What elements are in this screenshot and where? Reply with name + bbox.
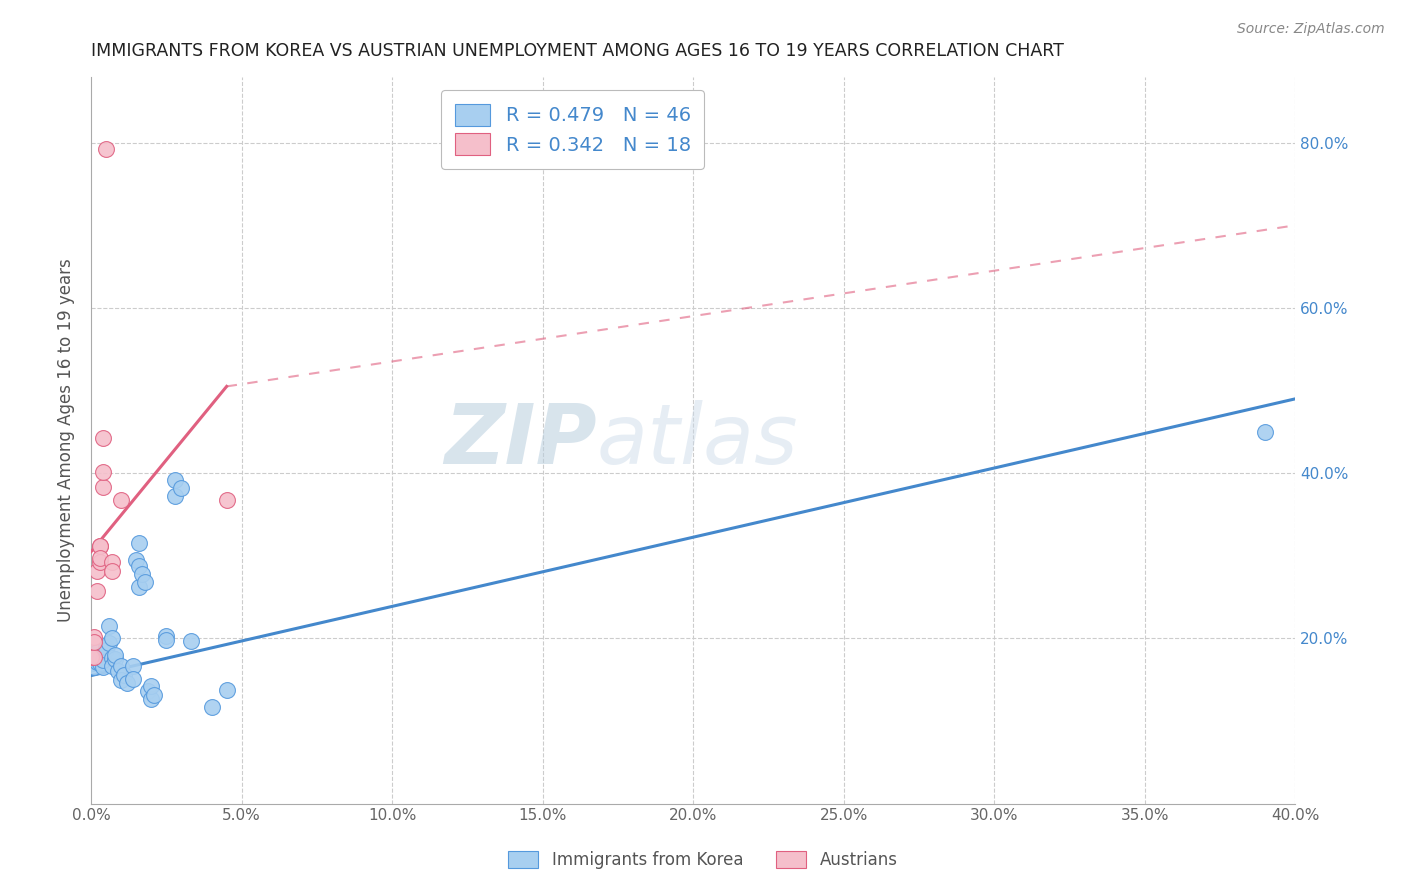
Point: [91, 653, 114, 667]
Point: [80, 649, 103, 664]
Point: [1254, 425, 1277, 439]
Point: [91, 465, 114, 479]
Point: [138, 684, 160, 698]
Point: [215, 492, 238, 507]
Text: ZIP: ZIP: [444, 400, 598, 481]
Point: [91, 660, 114, 674]
Point: [96, 142, 118, 156]
Point: [143, 689, 166, 703]
Legend: Immigrants from Korea, Austrians: Immigrants from Korea, Austrians: [498, 841, 908, 880]
Point: [89, 555, 111, 569]
Point: [131, 566, 153, 581]
Point: [141, 679, 163, 693]
Point: [86, 584, 108, 599]
Text: atlas: atlas: [598, 400, 799, 481]
Point: [101, 659, 124, 673]
Point: [155, 633, 177, 648]
Point: [110, 673, 132, 687]
Point: [165, 473, 187, 487]
Point: [107, 664, 129, 678]
Point: [170, 481, 193, 495]
Point: [141, 691, 163, 706]
Point: [80, 652, 103, 666]
Point: [89, 539, 111, 553]
Legend: R = 0.479   N = 46, R = 0.342   N = 18: R = 0.479 N = 46, R = 0.342 N = 18: [441, 90, 704, 169]
Point: [134, 575, 156, 590]
Point: [83, 660, 105, 674]
Point: [112, 667, 135, 681]
Point: [104, 652, 127, 666]
Point: [101, 555, 124, 569]
Y-axis label: Unemployment Among Ages 16 to 19 years: Unemployment Among Ages 16 to 19 years: [58, 258, 75, 622]
Text: Source: ZipAtlas.com: Source: ZipAtlas.com: [1237, 22, 1385, 37]
Point: [86, 645, 108, 659]
Point: [117, 676, 139, 690]
Point: [110, 492, 132, 507]
Text: IMMIGRANTS FROM KOREA VS AUSTRIAN UNEMPLOYMENT AMONG AGES 16 TO 19 YEARS CORRELA: IMMIGRANTS FROM KOREA VS AUSTRIAN UNEMPL…: [91, 42, 1064, 60]
Point: [83, 649, 105, 664]
Point: [110, 659, 132, 673]
Point: [179, 633, 201, 648]
Point: [86, 655, 108, 669]
Point: [125, 553, 148, 567]
Point: [86, 564, 108, 578]
Point: [98, 619, 121, 633]
Point: [128, 558, 150, 573]
Point: [96, 640, 118, 654]
Point: [89, 656, 111, 670]
Point: [215, 683, 238, 698]
Point: [91, 432, 114, 446]
Point: [83, 630, 105, 644]
Point: [155, 629, 177, 643]
Point: [122, 659, 145, 673]
Point: [83, 648, 105, 662]
Point: [96, 643, 118, 657]
Point: [86, 649, 108, 664]
Point: [104, 648, 127, 662]
Point: [91, 480, 114, 494]
Point: [89, 551, 111, 566]
Point: [101, 651, 124, 665]
Point: [128, 580, 150, 594]
Point: [89, 651, 111, 665]
Point: [89, 539, 111, 553]
Point: [165, 489, 187, 503]
Point: [83, 656, 105, 670]
Point: [101, 564, 124, 578]
Point: [83, 634, 105, 648]
Point: [101, 632, 124, 646]
Point: [128, 536, 150, 550]
Point: [98, 635, 121, 649]
Point: [122, 672, 145, 686]
Point: [200, 700, 222, 714]
